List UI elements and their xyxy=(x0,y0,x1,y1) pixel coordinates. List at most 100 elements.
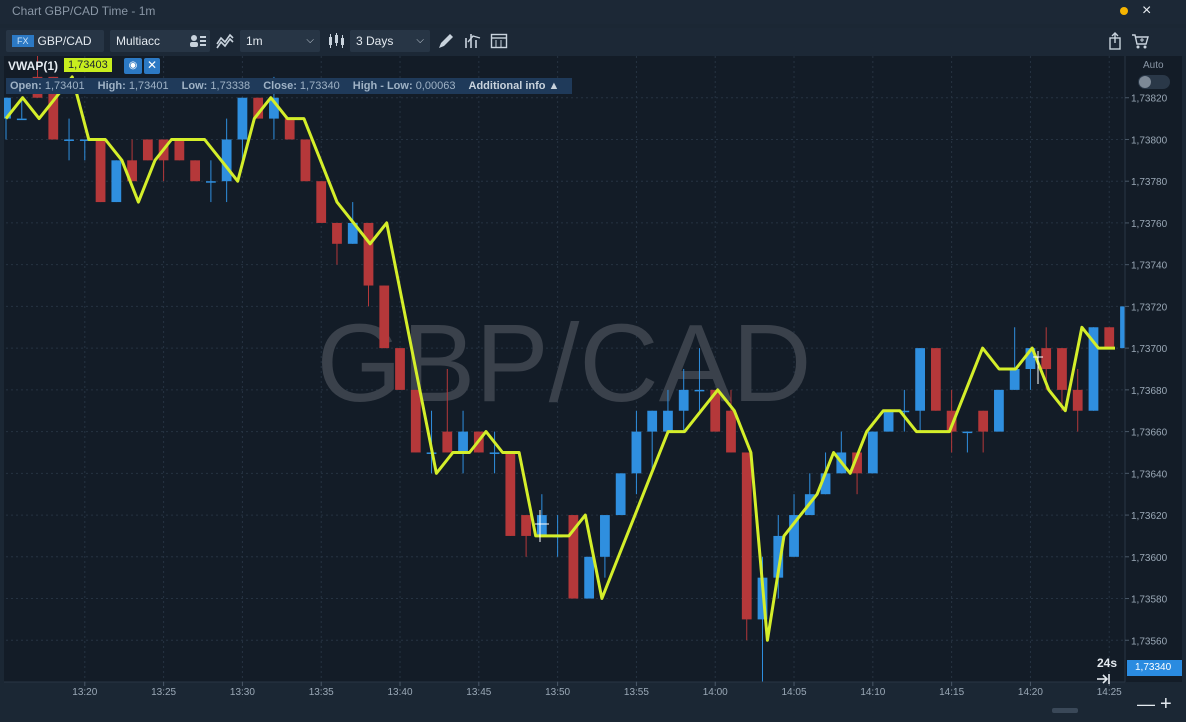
bar-timer: 24s xyxy=(1097,656,1118,670)
candle-up xyxy=(899,410,910,413)
candle-up xyxy=(1025,348,1036,369)
chart-svg[interactable]: GBP/CAD 1,735601,735801,736001,736201,73… xyxy=(4,56,1182,720)
y-tick-label: 1,73780 xyxy=(1131,177,1168,188)
candle-down xyxy=(363,222,374,286)
x-tick-label: 13:45 xyxy=(466,687,491,698)
candle-up xyxy=(773,535,784,578)
candle-up xyxy=(347,222,358,244)
candle-down xyxy=(127,160,137,182)
y-tick-label: 1,73820 xyxy=(1131,94,1168,105)
candle-up xyxy=(789,515,799,557)
range-selector[interactable]: 3 Days ⌵ xyxy=(350,30,430,52)
candle-down xyxy=(946,410,957,432)
auto-scale-label: Auto xyxy=(1143,60,1164,71)
y-tick-label: 1,73640 xyxy=(1131,469,1168,480)
candle-down xyxy=(316,181,327,223)
horizontal-scrollbar[interactable] xyxy=(1052,708,1078,713)
candle-down xyxy=(253,97,264,119)
candle-up xyxy=(647,410,658,432)
candle-up xyxy=(1009,369,1020,390)
title-bar: Chart GBP/CAD Time - 1m × xyxy=(0,0,1186,24)
candle-up xyxy=(663,410,673,432)
high-label: High: xyxy=(97,80,126,92)
candle-down xyxy=(1072,389,1083,411)
instrument-selector[interactable]: FX GBP/CAD xyxy=(6,30,104,52)
template-icon[interactable] xyxy=(490,32,508,50)
candle-up xyxy=(79,139,90,141)
zoom-out-button[interactable]: — xyxy=(1137,694,1155,714)
gridlines xyxy=(6,56,1125,682)
chart-area[interactable]: GBP/CAD 1,73560 1,73580 1,73600 1,73620 1,73… xyxy=(4,56,1182,720)
auto-scale-toggle[interactable] xyxy=(1138,75,1170,89)
candle-up xyxy=(64,139,74,141)
chart-style-icon[interactable] xyxy=(216,32,234,50)
candle-down xyxy=(410,389,421,453)
price-axis: 1,73560 1,73580 1,73600 1,73620 1,73640 1,736… xyxy=(1124,56,1182,720)
candle-up xyxy=(1088,327,1099,411)
price-axis-bg xyxy=(1125,56,1182,720)
y-tick-label: 1,73620 xyxy=(1131,511,1168,522)
candle-up xyxy=(962,431,973,434)
candle-down xyxy=(442,431,453,453)
indicator-name[interactable]: VWAP(1) xyxy=(8,59,59,73)
y-tick-label: 1,73660 xyxy=(1131,428,1168,439)
x-tick-label: 13:20 xyxy=(72,687,97,698)
low-value: 1,73338 xyxy=(210,80,251,92)
remove-indicator-icon[interactable]: ✕ xyxy=(144,58,160,74)
candle-down xyxy=(300,139,311,182)
candle-down xyxy=(1057,348,1067,390)
x-tick-label: 14:00 xyxy=(703,687,728,698)
status-dot xyxy=(1120,7,1128,15)
time-axis-bg xyxy=(4,682,1182,720)
range-label: 3 Days xyxy=(356,34,394,48)
vwap-line xyxy=(4,75,1115,642)
x-tick-label: 13:30 xyxy=(230,687,255,698)
candle-down xyxy=(174,139,185,161)
x-tick-label: 14:10 xyxy=(860,687,885,698)
close-value: 1,73340 xyxy=(299,80,340,92)
x-tick-label: 13:35 xyxy=(309,687,334,698)
share-icon[interactable] xyxy=(1106,32,1124,50)
candle-down xyxy=(568,515,579,599)
candle-down xyxy=(142,139,153,161)
candle-up xyxy=(111,160,122,203)
timeframe-selector[interactable]: 1m ⌵ xyxy=(240,30,320,52)
indicators-icon[interactable] xyxy=(464,32,482,50)
candles-icon[interactable] xyxy=(327,32,345,50)
candle-up xyxy=(269,97,279,119)
y-tick-label: 1,73680 xyxy=(1131,386,1168,397)
pencil-icon[interactable] xyxy=(437,32,455,50)
candle-down xyxy=(505,452,516,536)
candle-down xyxy=(741,452,752,620)
candle-down xyxy=(710,389,721,432)
ohlc-info-bar: Open: 1,73401 High: 1,73401 Low: 1,73338… xyxy=(6,78,572,94)
last-price-badge: 1,73340 xyxy=(1127,660,1182,676)
watermark-text: GBP/CAD xyxy=(316,302,811,425)
eye-icon[interactable]: ◉ xyxy=(124,58,142,74)
crosshair-marker-2 xyxy=(1033,351,1043,384)
window-title: Chart GBP/CAD Time - 1m xyxy=(12,4,156,18)
close-label: Close: xyxy=(263,80,297,92)
candle-down xyxy=(1041,348,1052,369)
candle-down xyxy=(521,515,531,536)
candle-up xyxy=(994,389,1004,432)
candle-down xyxy=(332,222,342,244)
x-tick-label: 14:20 xyxy=(1018,687,1043,698)
candle-down xyxy=(726,410,736,453)
zoom-in-button[interactable]: + xyxy=(1160,693,1172,715)
cart-icon[interactable] xyxy=(1131,32,1149,50)
go-to-latest-icon[interactable] xyxy=(1097,674,1110,684)
y-tick-label: 1,73580 xyxy=(1131,595,1168,606)
candle-down xyxy=(48,76,59,140)
account-selector[interactable]: Multiacc xyxy=(110,30,210,52)
candle-up xyxy=(820,473,831,495)
y-tick-label: 1,73560 xyxy=(1131,636,1168,647)
candle-down xyxy=(95,139,106,203)
instrument-label: GBP/CAD xyxy=(37,34,92,48)
account-list-icon xyxy=(190,35,206,47)
y-tick-label: 1,73760 xyxy=(1131,219,1168,230)
close-button[interactable]: × xyxy=(1142,2,1152,19)
toolbar: FX GBP/CAD Multiacc 1m ⌵ 3 Days ⌵ xyxy=(0,28,1186,56)
candle-down xyxy=(1104,327,1115,349)
additional-info-toggle[interactable]: Additional info ▲ xyxy=(468,80,560,92)
